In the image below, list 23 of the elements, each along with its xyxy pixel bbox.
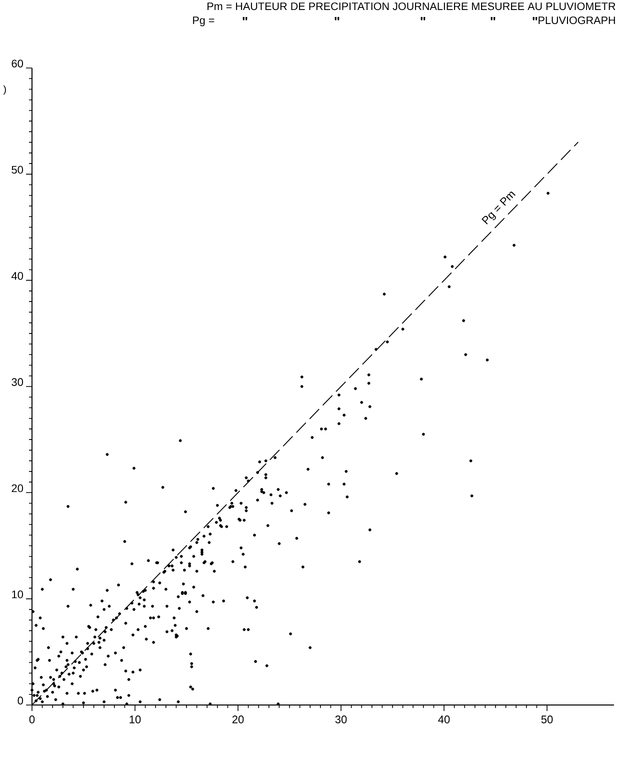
y-tick-label: 30 [12,378,24,386]
x-tick-label: 0 [29,716,35,724]
y-tick-label: 50 [12,166,24,174]
x-tick-label: 10 [130,716,141,724]
y-tick-label: 40 [11,272,24,280]
x-tick-label: 40 [438,716,450,724]
x-tick-label: 30 [335,716,347,724]
text: Pm = HAUTEUR DE PRECIPITATION JOURNALIERE MESUREE AU PLUVIOMETR [208,2,616,10]
y-tick-label: 60 [12,60,24,68]
text: " [420,17,426,20]
x-tick-label: 50 [541,716,553,724]
text: Pg = [193,16,214,26]
y-tick-label: 10 [12,590,24,598]
text: " [532,17,538,20]
y-tick-label: 0 [18,696,24,704]
text: " [242,17,248,20]
text: PLUVIOGRAPH [538,16,615,24]
text: " [490,17,496,20]
text: Pg = Pm [482,192,516,224]
x-tick-label: 20 [232,716,244,724]
text: " [334,17,340,20]
y-tick-label: 20 [12,484,24,492]
y-axis-title: ) [3,85,6,95]
